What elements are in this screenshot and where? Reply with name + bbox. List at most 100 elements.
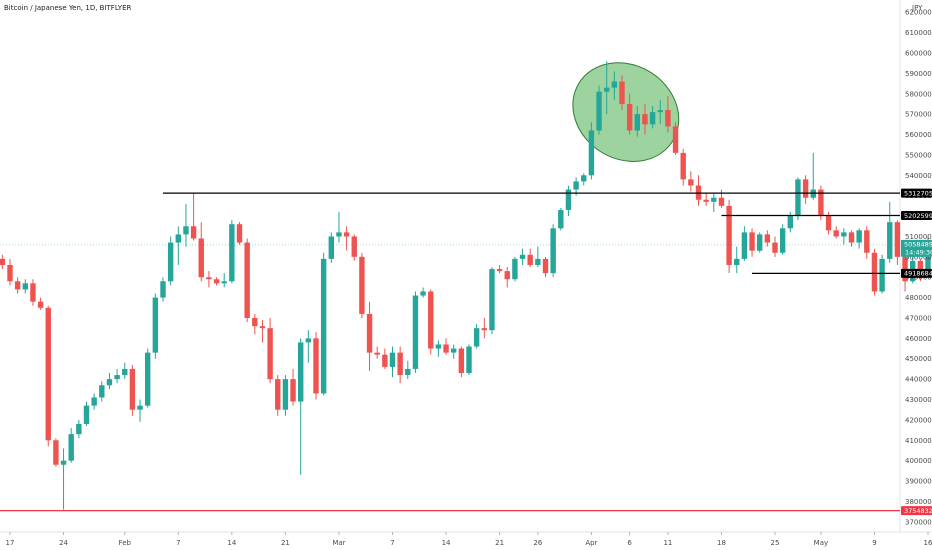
candle-body (114, 375, 120, 380)
candle (236, 222, 243, 245)
candle-body (726, 205, 732, 265)
candle-body (160, 281, 166, 298)
candle-body (267, 328, 273, 380)
price-axis: 3700000 3800000 3900000 4000000 4100000 42000… (905, 9, 932, 527)
candle (596, 85, 602, 135)
candle-body (83, 405, 90, 424)
x-tick-label: Feb (119, 539, 132, 547)
candle (741, 226, 748, 261)
candle (726, 199, 732, 274)
candle-body (397, 352, 403, 376)
x-tick-label: 17 (6, 539, 15, 547)
price-badge-label: 5202599 (904, 212, 932, 220)
candle-body (558, 209, 564, 229)
candle (887, 201, 893, 263)
x-tick-label: May (814, 539, 828, 547)
candle-body (917, 260, 924, 272)
candle-body (871, 252, 878, 292)
candle (221, 273, 227, 288)
x-tick-label: 25 (771, 539, 780, 547)
candle (114, 368, 120, 384)
x-tick-label: 9 (872, 539, 876, 547)
candle (772, 236, 778, 257)
candle (152, 293, 159, 359)
y-tick-label: 4800000 (905, 294, 932, 302)
candle-body (626, 103, 633, 131)
candle (206, 271, 212, 288)
candle-body (244, 242, 250, 318)
candle (680, 148, 686, 186)
candle-body (925, 256, 931, 272)
y-tick-label: 4700000 (905, 314, 932, 322)
candle (129, 364, 136, 416)
candle-body (779, 228, 786, 253)
candle-body (542, 258, 549, 274)
candle (359, 252, 365, 318)
candle (795, 177, 801, 221)
candle (512, 256, 518, 282)
candle-body (7, 264, 13, 282)
candle (657, 99, 663, 125)
candle-body (443, 344, 449, 353)
candle (489, 267, 495, 335)
candle (267, 317, 273, 384)
candle (466, 344, 472, 376)
candle (779, 224, 786, 255)
candle (856, 228, 862, 249)
candle (60, 448, 67, 510)
x-tick-label: 24 (59, 539, 68, 547)
candle (7, 258, 13, 286)
candle-body (152, 297, 159, 353)
candle-body (343, 232, 350, 237)
candle-body (642, 114, 648, 125)
candle-body (665, 110, 671, 127)
x-tick-label: 21 (495, 539, 504, 547)
candle (137, 399, 143, 422)
candle (366, 301, 373, 371)
candle-body (527, 254, 533, 265)
candle (473, 324, 480, 349)
candle (802, 175, 809, 204)
candle (642, 103, 648, 135)
candle-body (14, 281, 21, 290)
candle-body (167, 242, 174, 282)
price-badge (901, 506, 932, 516)
candle-body (30, 283, 36, 302)
candle (175, 226, 181, 265)
candle-body (818, 189, 824, 217)
candle (818, 185, 824, 221)
y-tick-label: 6200000 (905, 9, 932, 17)
candle-body (290, 379, 296, 402)
y-tick-label: 4000000 (905, 457, 932, 465)
candle-body (458, 348, 465, 374)
candle (213, 277, 220, 286)
candle (611, 71, 618, 100)
candle (252, 313, 258, 335)
candle (451, 344, 457, 359)
candle (864, 226, 870, 259)
candle (45, 305, 51, 447)
y-tick-label: 3700000 (905, 518, 932, 526)
candle-body (137, 405, 143, 410)
candle-body (366, 313, 373, 353)
candle (83, 401, 90, 427)
candle (757, 232, 763, 253)
candle-body (389, 352, 396, 367)
candle (22, 279, 28, 294)
price-badge (901, 188, 932, 198)
candle-body (451, 348, 457, 353)
candle (382, 348, 388, 369)
candle-body (711, 197, 717, 202)
candle (374, 346, 380, 359)
candle (879, 254, 885, 294)
candle-body (428, 291, 434, 349)
candle-body (703, 199, 709, 202)
candle-body (275, 379, 281, 410)
candle-body (206, 277, 212, 280)
y-tick-label: 4200000 (905, 416, 932, 424)
candle-body (680, 152, 686, 180)
candle (99, 381, 105, 402)
candle-body (519, 254, 526, 259)
candle-body (688, 179, 694, 186)
